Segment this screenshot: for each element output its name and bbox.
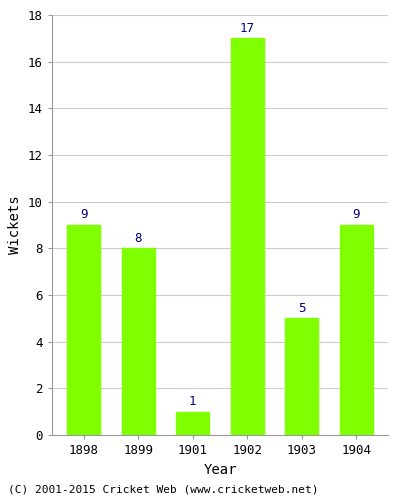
Text: 9: 9 — [80, 208, 87, 222]
Bar — [340, 225, 373, 435]
Y-axis label: Wickets: Wickets — [8, 196, 22, 254]
Bar — [122, 248, 154, 435]
Bar — [67, 225, 100, 435]
X-axis label: Year: Year — [203, 462, 237, 476]
Text: 1: 1 — [189, 395, 196, 408]
Text: 9: 9 — [353, 208, 360, 222]
Bar — [286, 318, 318, 435]
Text: 8: 8 — [134, 232, 142, 245]
Text: 17: 17 — [240, 22, 255, 35]
Bar — [176, 412, 209, 435]
Text: (C) 2001-2015 Cricket Web (www.cricketweb.net): (C) 2001-2015 Cricket Web (www.cricketwe… — [8, 485, 318, 495]
Bar — [231, 38, 264, 435]
Text: 5: 5 — [298, 302, 306, 315]
